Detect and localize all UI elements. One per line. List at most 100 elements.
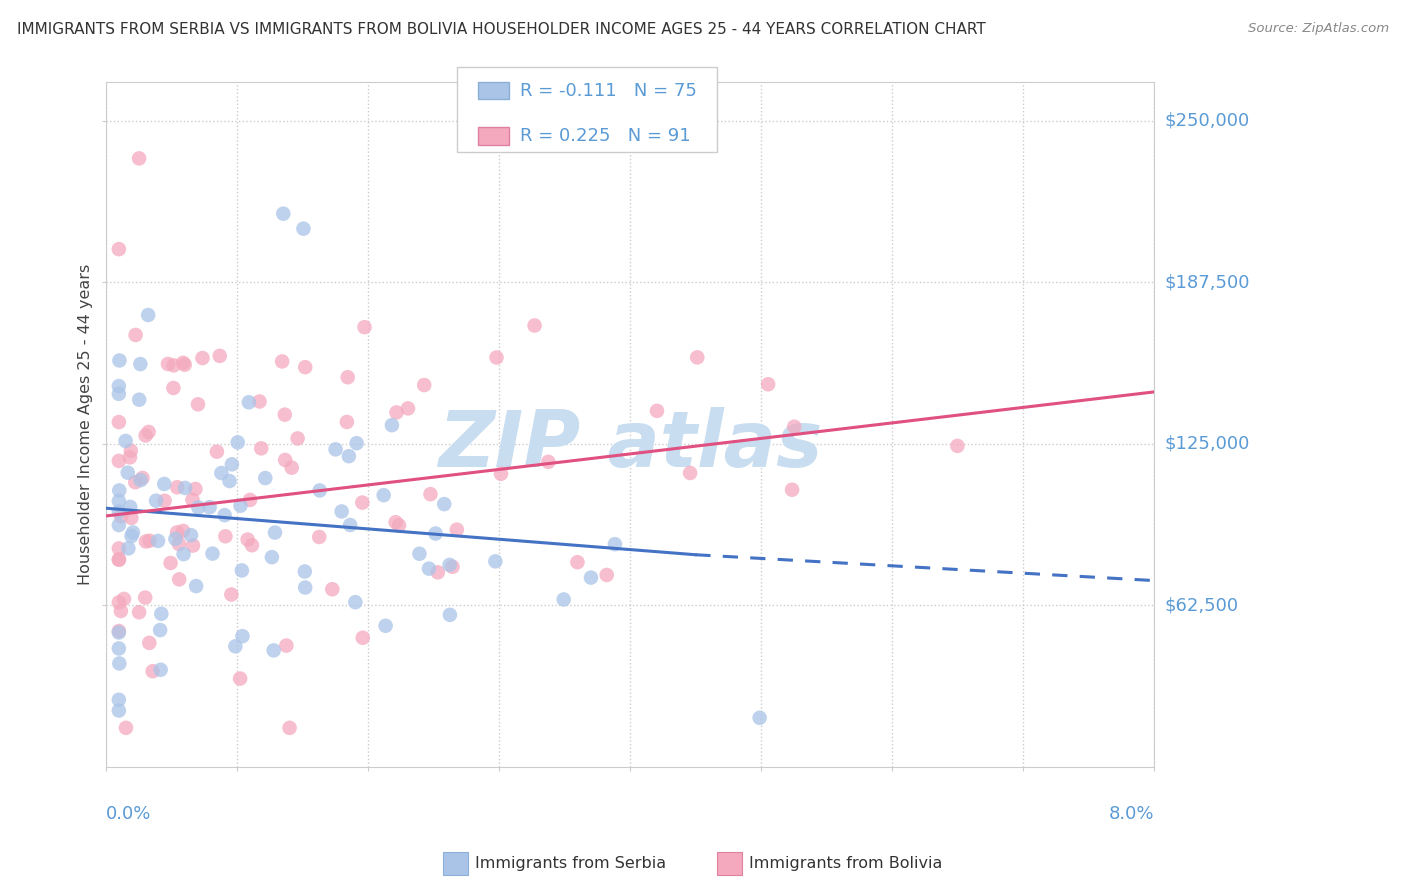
Point <box>240 538 263 552</box>
Point <box>381 418 404 433</box>
Point <box>249 394 271 409</box>
Point <box>108 518 131 533</box>
Point <box>205 444 228 458</box>
Point <box>426 566 449 580</box>
Point <box>120 443 142 458</box>
Point <box>388 518 411 533</box>
Point <box>108 494 131 508</box>
Point <box>153 493 176 508</box>
Point <box>274 453 297 467</box>
Point <box>254 471 277 485</box>
Point <box>352 495 374 509</box>
Point <box>308 530 330 544</box>
Point <box>425 526 447 541</box>
Point <box>229 672 252 686</box>
Point <box>110 604 132 618</box>
Point <box>484 554 506 568</box>
Text: R = -0.111   N = 75: R = -0.111 N = 75 <box>520 82 697 100</box>
Point <box>167 537 190 551</box>
Point <box>374 619 396 633</box>
Point <box>325 442 347 457</box>
Point <box>135 534 157 549</box>
Point <box>181 492 204 507</box>
Point <box>115 721 138 735</box>
Point <box>108 353 131 368</box>
Point <box>274 408 297 422</box>
Point <box>321 582 343 597</box>
Point <box>162 381 184 395</box>
Point <box>108 504 131 518</box>
Point <box>553 592 575 607</box>
Point <box>214 508 236 523</box>
Point <box>165 532 187 546</box>
Point <box>485 351 508 365</box>
Point <box>231 629 253 643</box>
Point <box>108 692 131 706</box>
Point <box>336 415 359 429</box>
Point <box>180 528 202 542</box>
Point <box>373 488 395 502</box>
Point <box>187 500 209 515</box>
Point <box>166 480 188 494</box>
Text: Source: ZipAtlas.com: Source: ZipAtlas.com <box>1249 22 1389 36</box>
Point <box>135 428 157 442</box>
Point <box>167 573 190 587</box>
Point <box>145 493 167 508</box>
Point <box>128 392 150 407</box>
Point <box>221 587 243 601</box>
Text: Immigrants from Serbia: Immigrants from Serbia <box>475 856 666 871</box>
Point <box>174 481 197 495</box>
Point <box>156 357 179 371</box>
Point <box>231 564 253 578</box>
Point <box>645 404 668 418</box>
Point <box>413 378 436 392</box>
Point <box>278 721 301 735</box>
Point <box>209 466 232 480</box>
Point <box>173 547 195 561</box>
Point <box>208 349 231 363</box>
Point <box>172 356 194 370</box>
Point <box>134 591 156 605</box>
Point <box>121 529 143 543</box>
Point <box>537 455 560 469</box>
Point <box>108 387 131 401</box>
Point <box>686 351 709 365</box>
Point <box>153 477 176 491</box>
Point <box>118 450 141 465</box>
Point <box>221 458 243 472</box>
Point <box>294 360 316 375</box>
Point <box>523 318 546 333</box>
Point <box>117 541 139 556</box>
Point <box>138 533 160 548</box>
Point <box>579 571 602 585</box>
Point <box>108 552 131 566</box>
Point <box>128 152 150 166</box>
Point <box>124 328 146 343</box>
Point <box>163 359 186 373</box>
Point <box>433 497 456 511</box>
Point <box>117 466 139 480</box>
Point <box>446 523 468 537</box>
Point <box>120 500 142 514</box>
Text: $187,500: $187,500 <box>1166 273 1250 291</box>
Point <box>748 711 770 725</box>
Point <box>142 665 165 679</box>
Point <box>108 483 131 498</box>
Point <box>146 533 169 548</box>
Point <box>756 377 779 392</box>
Point <box>273 207 295 221</box>
Point <box>337 449 360 463</box>
Point <box>239 492 262 507</box>
Point <box>294 565 316 579</box>
Point <box>108 641 131 656</box>
Point <box>108 625 131 640</box>
Point <box>110 509 132 524</box>
Point <box>780 483 803 497</box>
Point <box>353 320 375 334</box>
Point <box>679 466 702 480</box>
Point <box>280 460 302 475</box>
Point <box>489 467 512 481</box>
Point <box>108 624 131 638</box>
Point <box>122 525 145 540</box>
Point <box>596 568 619 582</box>
